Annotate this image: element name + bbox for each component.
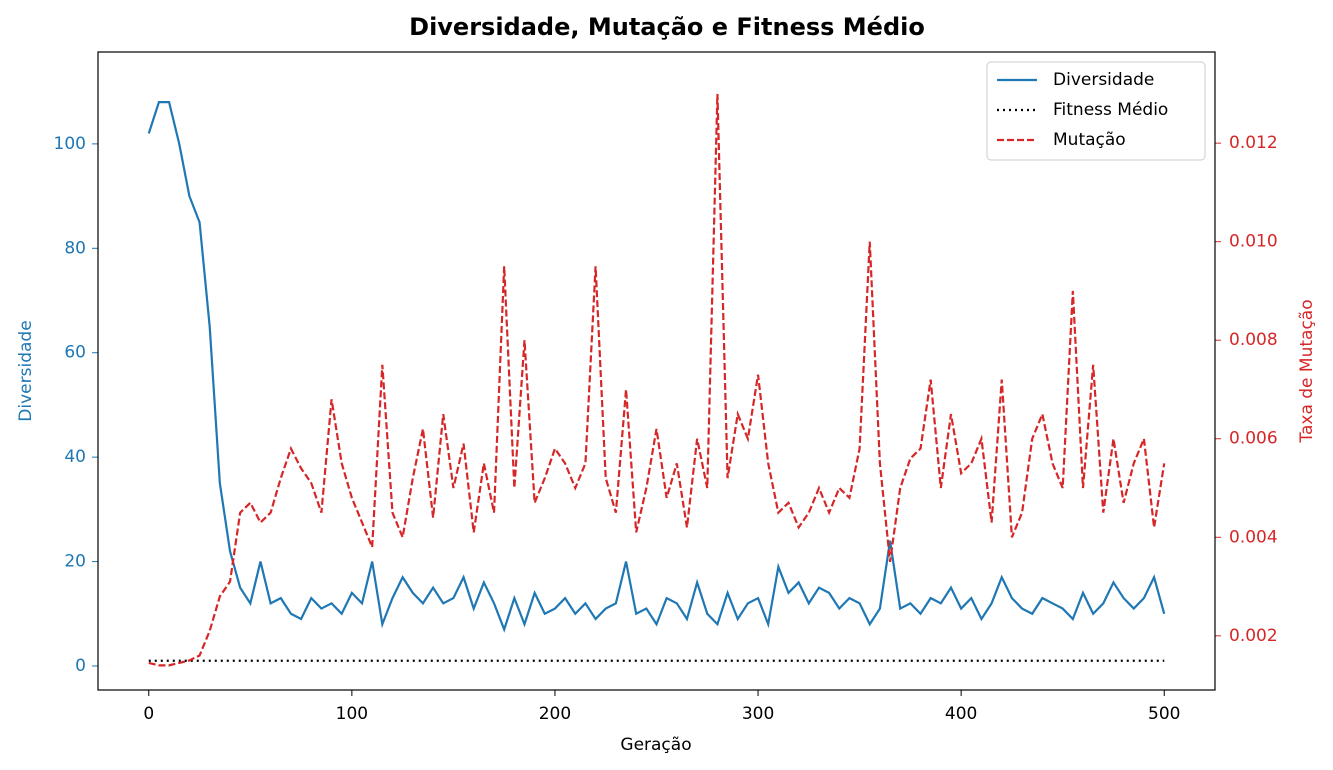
legend-label: Mutação — [1053, 130, 1126, 150]
legend-box — [986, 61, 1206, 161]
x-tick-label: 500 — [1148, 704, 1180, 724]
chart-title: Diversidade, Mutação e Fitness Médio — [409, 13, 925, 41]
y-tick-label: 80 — [64, 238, 86, 258]
y-tick-label: 60 — [64, 343, 86, 363]
y2-tick-label: 0.012 — [1229, 133, 1278, 153]
y2-tick-label: 0.006 — [1229, 429, 1278, 449]
series-line — [148, 93, 1166, 667]
y2-tick-label: 0.002 — [1229, 626, 1278, 646]
x-tick-label: 300 — [742, 704, 774, 724]
y-axis-label: Diversidade — [16, 320, 36, 421]
legend-label: Fitness Médio — [1053, 100, 1168, 120]
legend-label: Diversidade — [1053, 70, 1154, 90]
x-tick-label: 200 — [539, 704, 571, 724]
y2-tick-label: 0.010 — [1229, 232, 1278, 252]
y-tick-label: 0 — [75, 656, 86, 676]
y-tick-label: 40 — [64, 447, 86, 467]
y-tick-label: 20 — [64, 552, 86, 572]
y2-tick-label: 0.004 — [1229, 527, 1278, 547]
plot-frame — [97, 51, 1216, 691]
x-tick-label: 0 — [143, 704, 154, 724]
x-tick-label: 100 — [336, 704, 368, 724]
x-axis-label: Geração — [620, 735, 691, 755]
x-tick-label: 400 — [945, 704, 977, 724]
series-line — [147, 101, 1166, 633]
y-tick-label: 100 — [54, 134, 86, 154]
y2-axis-label: Taxa de Mutação — [1297, 299, 1317, 443]
y2-tick-label: 0.008 — [1229, 330, 1278, 350]
